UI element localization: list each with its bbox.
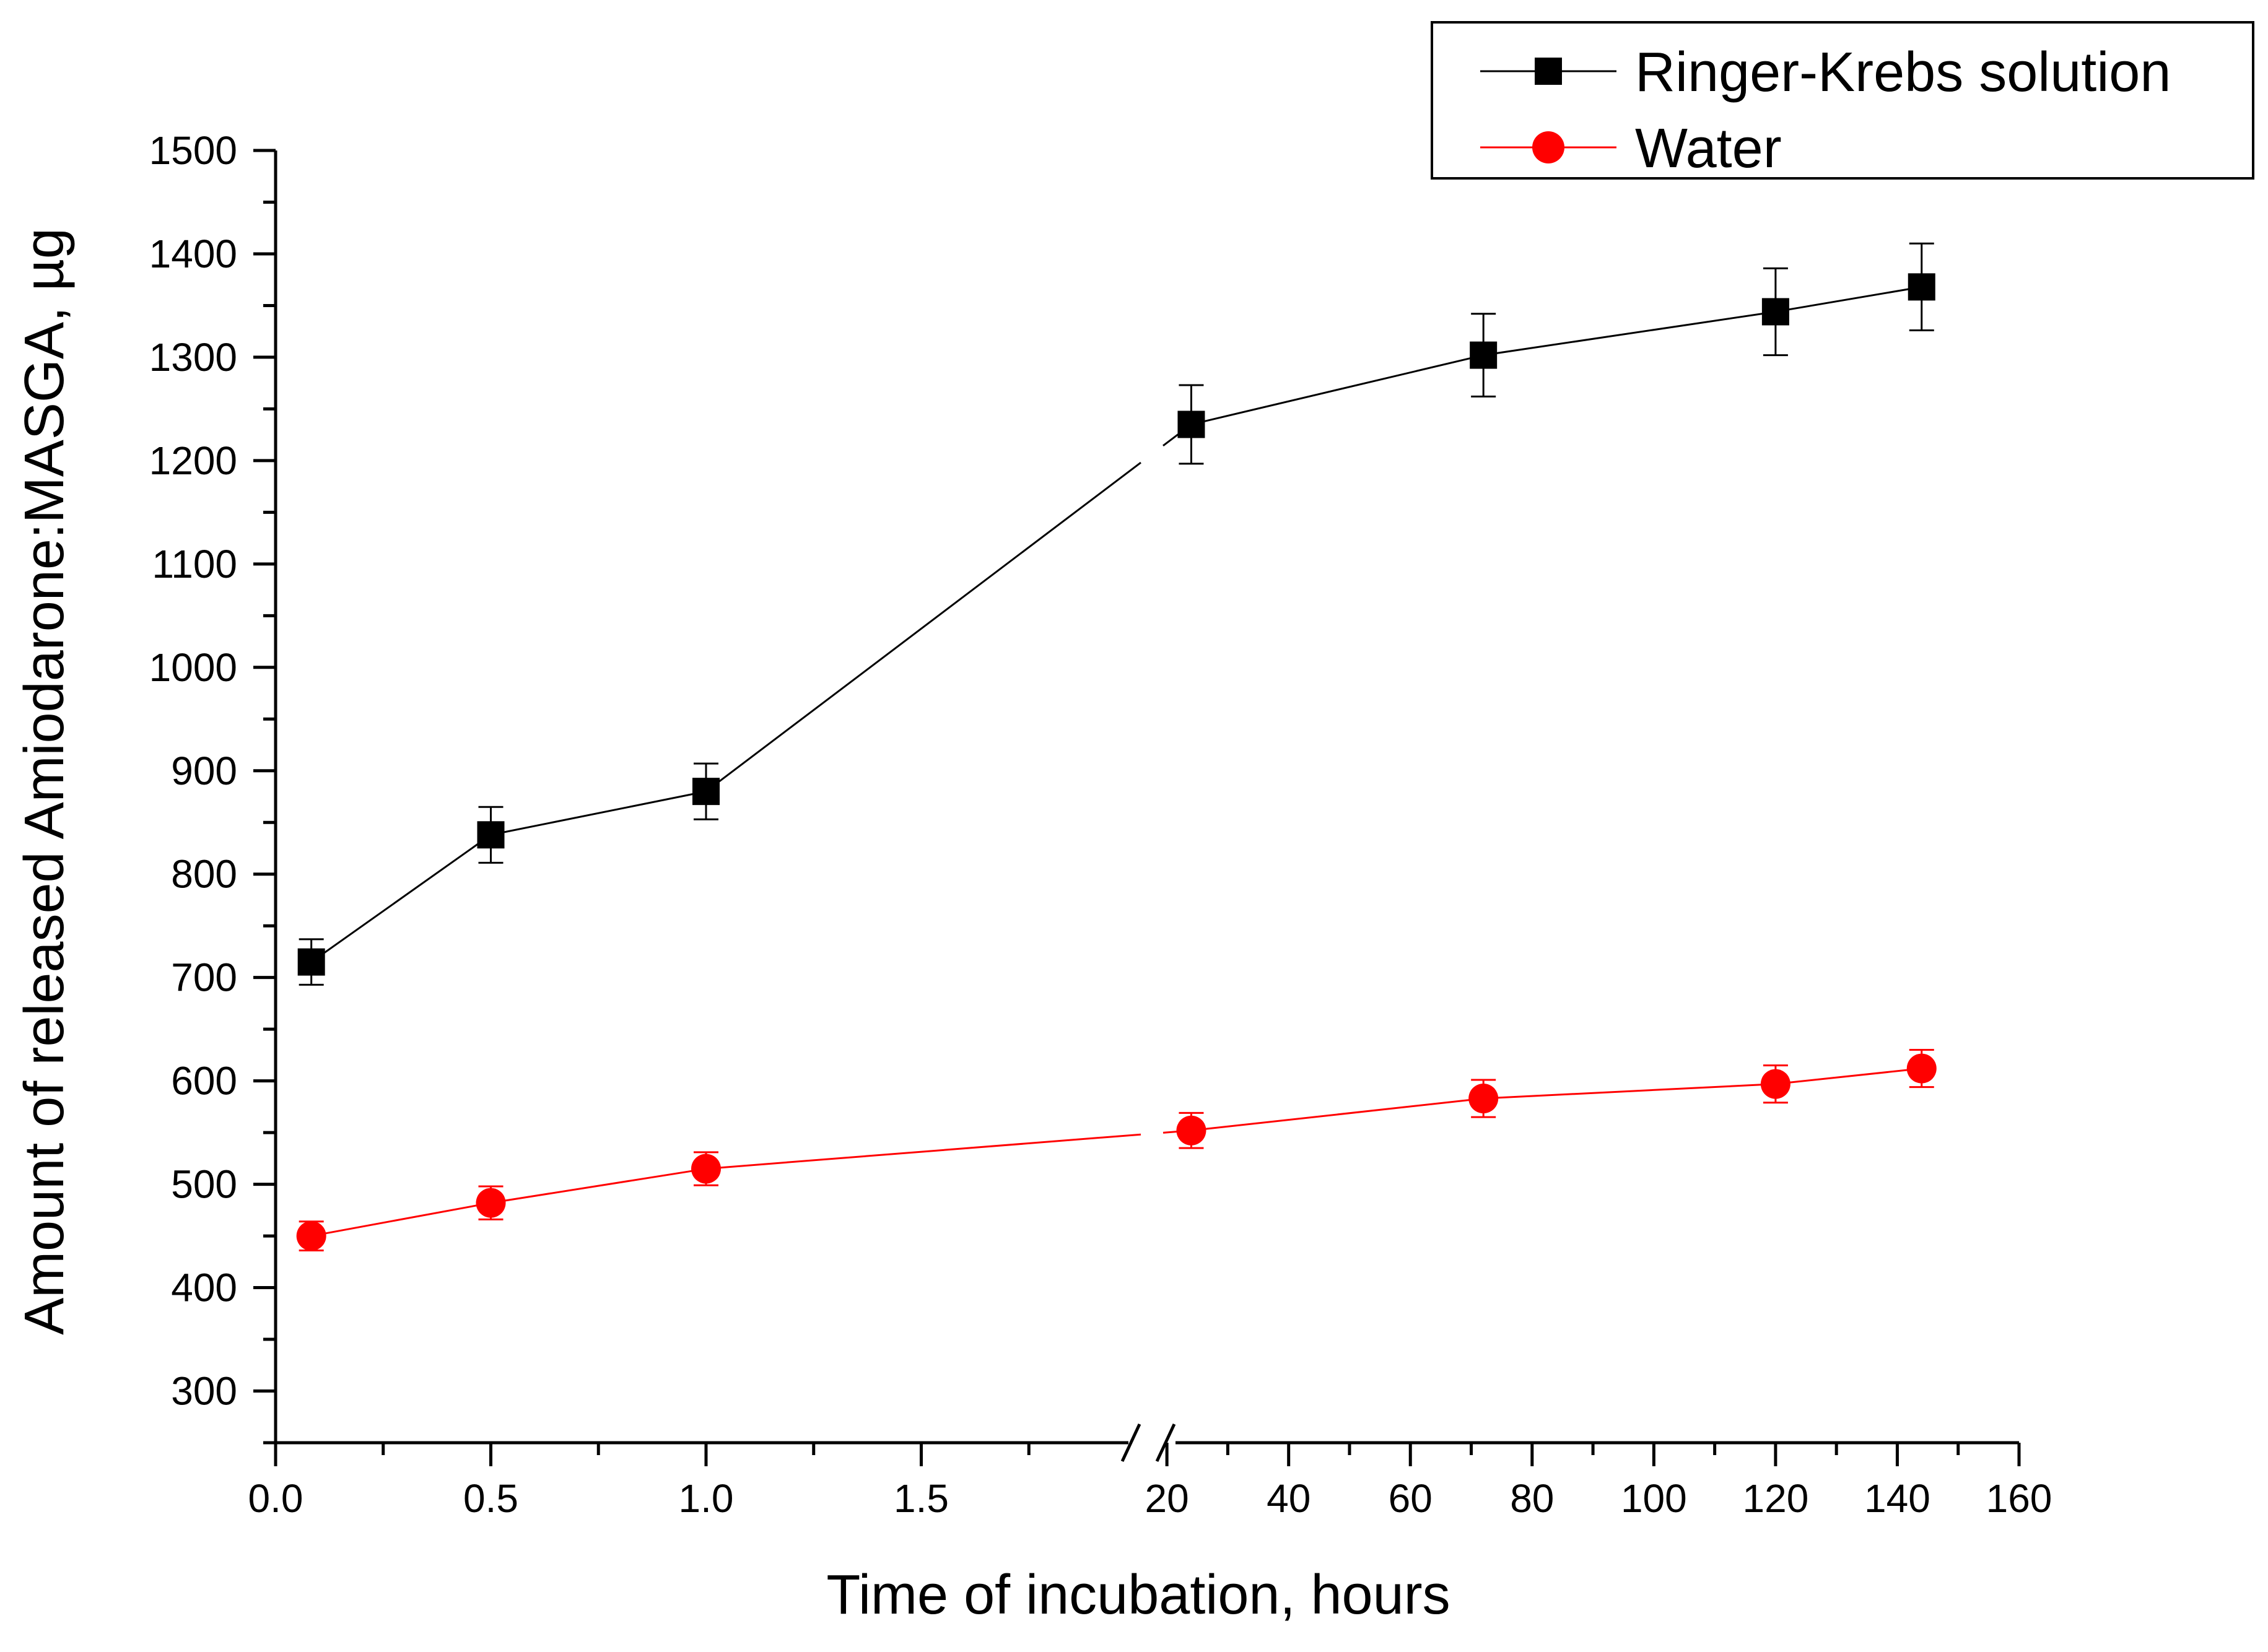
legend-label: Ringer-Krebs solution bbox=[1635, 41, 2171, 103]
y-tick-label: 300 bbox=[171, 1369, 237, 1414]
data-point-circle bbox=[1906, 1053, 1937, 1084]
x-tick-label: 0.0 bbox=[248, 1476, 303, 1521]
y-tick-label: 1000 bbox=[149, 645, 237, 690]
legend-box bbox=[1431, 21, 2254, 180]
data-point-circle bbox=[296, 1221, 326, 1251]
data-point-circle bbox=[691, 1154, 721, 1184]
data-point-square bbox=[1761, 298, 1789, 326]
series-line-segment bbox=[491, 790, 707, 836]
data-point-square bbox=[692, 778, 720, 806]
data-point-square bbox=[477, 821, 505, 849]
legend-label: Water bbox=[1635, 118, 1782, 180]
x-tick-label: 1.5 bbox=[894, 1476, 949, 1521]
y-tick-label: 1200 bbox=[149, 438, 237, 483]
series-line-segment bbox=[311, 1202, 491, 1237]
data-point-square bbox=[1177, 411, 1205, 438]
x-tick-label: 100 bbox=[1621, 1476, 1687, 1521]
series-line-segment bbox=[1483, 1083, 1776, 1100]
y-tick-label: 1500 bbox=[149, 128, 237, 173]
y-tick-label: 600 bbox=[171, 1059, 237, 1103]
x-tick-label: 40 bbox=[1267, 1476, 1311, 1521]
y-tick-label: 1300 bbox=[149, 335, 237, 380]
series-2 bbox=[296, 1049, 1937, 1251]
x-tick-label: 140 bbox=[1864, 1476, 1930, 1521]
y-tick-label: 1100 bbox=[152, 542, 237, 586]
x-tick-label: 120 bbox=[1743, 1476, 1809, 1521]
y-tick-label: 500 bbox=[171, 1162, 237, 1207]
series-line-segment bbox=[1191, 1097, 1484, 1132]
y-tick-label: 800 bbox=[171, 852, 237, 897]
data-point-square bbox=[1470, 341, 1498, 369]
x-tick-label: 0.5 bbox=[463, 1476, 518, 1521]
series-line-segment bbox=[705, 461, 1141, 793]
data-point-circle bbox=[476, 1188, 506, 1218]
y-tick-label: 1400 bbox=[149, 232, 237, 276]
legend-marker-square bbox=[1535, 58, 1562, 85]
series-line-segment bbox=[491, 1168, 707, 1204]
series-line-segment bbox=[1775, 285, 1922, 313]
legend: Ringer-Krebs solution Water bbox=[1431, 21, 2254, 180]
series-line-segment bbox=[1483, 310, 1776, 357]
series-line-segment bbox=[1191, 354, 1484, 425]
y-tick-label: 700 bbox=[171, 955, 237, 1000]
y-tick-label: 900 bbox=[171, 749, 237, 793]
series-line-segment bbox=[310, 834, 492, 963]
series-line-segment bbox=[705, 1133, 1141, 1170]
y-axis-title: Amount of released Amiodarone:MASGA, µg bbox=[14, 228, 76, 1335]
x-tick-label: 160 bbox=[1986, 1476, 2052, 1521]
x-tick-label: 60 bbox=[1389, 1476, 1433, 1521]
x-tick-label: 20 bbox=[1145, 1476, 1189, 1521]
data-point-circle bbox=[1760, 1069, 1790, 1099]
data-point-square bbox=[297, 948, 325, 976]
series-1 bbox=[297, 242, 1935, 986]
data-point-circle bbox=[1468, 1084, 1499, 1114]
data-point-circle bbox=[1176, 1115, 1206, 1146]
x-axis-title: Time of incubation, hours bbox=[826, 1564, 1450, 1626]
legend-marker-circle bbox=[1532, 131, 1564, 163]
x-axis-break-mark bbox=[1120, 1423, 1141, 1463]
series-line-segment bbox=[1775, 1067, 1922, 1085]
y-tick-label: 400 bbox=[171, 1266, 237, 1310]
x-tick-label: 1.0 bbox=[679, 1476, 734, 1521]
data-point-square bbox=[1908, 273, 1935, 301]
axes: 300 400 500 600 700 800 900 1000 1100 1200 1300 140… bbox=[149, 128, 2052, 1521]
x-tick-label: 80 bbox=[1510, 1476, 1554, 1521]
